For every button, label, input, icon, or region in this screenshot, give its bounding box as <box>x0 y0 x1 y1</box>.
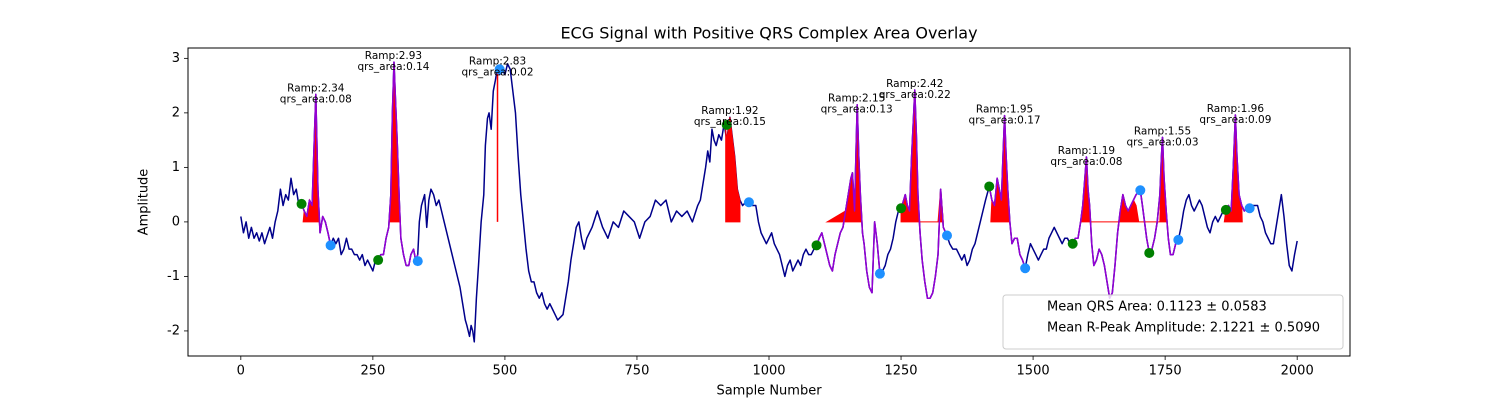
legend-box <box>1002 294 1344 350</box>
annotation: Ramp:1.55 <box>1134 125 1191 137</box>
annotation: Ramp:2.34 <box>287 82 345 94</box>
y-axis-label: Amplitude <box>137 169 152 236</box>
marker-point <box>1144 247 1155 258</box>
annotation: Ramp:2.83 <box>469 56 526 68</box>
annotation: qrs_area:0.08 <box>280 93 352 105</box>
y-tick-label: 2 <box>172 105 180 120</box>
marker-point <box>494 64 505 75</box>
annotation: Ramp:2.15 <box>828 93 885 105</box>
marker-point <box>743 197 754 208</box>
marker-point <box>373 255 384 266</box>
marker-point <box>296 198 307 209</box>
annotation: qrs_area:0.22 <box>879 89 951 101</box>
chart-title: ECG Signal with Positive QRS Complex Are… <box>560 24 977 43</box>
annotation: qrs_area:0.15 <box>694 116 766 128</box>
annotation: qrs_area:0.17 <box>969 115 1041 127</box>
legend-entry: Mean QRS Area: 0.1123 ± 0.0583 <box>1047 300 1267 315</box>
x-tick-label: 750 <box>625 364 650 379</box>
marker-point <box>1244 203 1255 214</box>
annotation: qrs_area:0.09 <box>1199 114 1271 126</box>
marker-point <box>941 230 952 241</box>
annotation: Ramp:2.42 <box>886 78 943 90</box>
marker-point <box>1173 234 1184 245</box>
annotation: qrs_area:0.14 <box>357 61 429 73</box>
signal-line <box>300 61 1250 299</box>
annotation: Ramp:2.93 <box>365 50 422 62</box>
marker-point <box>721 119 732 130</box>
annotation: Ramp:1.19 <box>1058 145 1115 157</box>
x-tick-label: 500 <box>492 364 517 379</box>
marker-point <box>1220 204 1231 215</box>
annotation: qrs_area:0.03 <box>1126 136 1198 148</box>
y-tick-label: -1 <box>167 269 180 284</box>
annotation: Ramp:1.96 <box>1207 103 1265 115</box>
annotation: Ramp:1.92 <box>701 105 758 117</box>
annotation: qrs_area:0.08 <box>1050 156 1122 168</box>
marker-point <box>874 268 885 279</box>
x-tick-label: 0 <box>237 364 245 379</box>
annotation: qrs_area:0.02 <box>461 67 533 79</box>
x-tick-label: 1000 <box>752 364 785 379</box>
y-tick-label: 3 <box>172 51 180 66</box>
marker-point <box>1020 263 1031 274</box>
marker-point <box>984 181 995 192</box>
x-tick-label: 1500 <box>1017 364 1050 379</box>
x-tick-label: 1750 <box>1149 364 1182 379</box>
plot-area <box>240 61 1298 343</box>
y-tick-label: 1 <box>172 160 180 175</box>
x-tick-label: 2000 <box>1281 364 1314 379</box>
x-axis-label: Sample Number <box>716 384 822 399</box>
annotation: qrs_area:0.13 <box>821 104 893 116</box>
marker-point <box>325 240 336 251</box>
axes-frame <box>187 47 1351 357</box>
marker-point <box>896 203 907 214</box>
marker-point <box>811 240 822 251</box>
x-tick-label: 250 <box>360 364 385 379</box>
legend-entry: Mean R-Peak Amplitude: 2.1221 ± 0.5090 <box>1047 321 1320 336</box>
marker-point <box>1067 238 1078 249</box>
marker-point <box>1135 185 1146 196</box>
marker-point <box>412 256 423 267</box>
x-tick-label: 1250 <box>884 364 917 379</box>
annotation: Ramp:1.95 <box>976 104 1033 116</box>
y-tick-label: -2 <box>167 323 180 338</box>
y-tick-label: 0 <box>172 214 180 229</box>
